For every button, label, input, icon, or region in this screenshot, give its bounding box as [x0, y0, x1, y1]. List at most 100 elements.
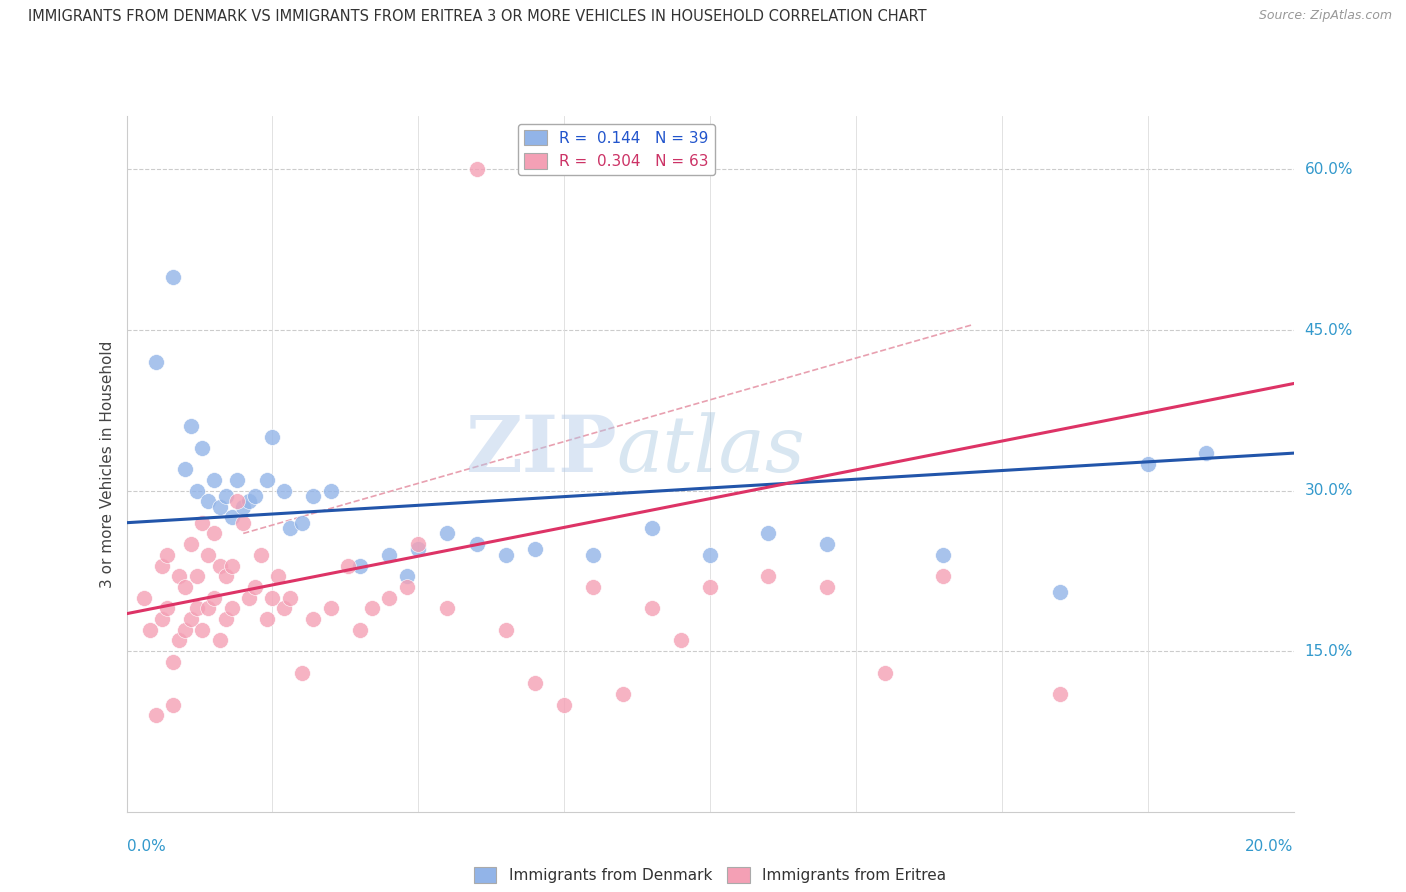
Point: [180, 419, 202, 434]
Point: [191, 623, 214, 637]
Point: [208, 558, 231, 573]
Point: [249, 548, 271, 562]
Point: [132, 591, 155, 605]
Point: [669, 633, 692, 648]
Point: [139, 623, 162, 637]
Point: [232, 516, 254, 530]
Point: [640, 521, 664, 535]
Point: [174, 623, 197, 637]
Point: [221, 510, 243, 524]
Text: 0.0%: 0.0%: [127, 839, 166, 855]
Point: [243, 580, 266, 594]
Point: [465, 537, 488, 551]
Point: [150, 612, 173, 626]
Point: [191, 516, 214, 530]
Point: [395, 569, 418, 583]
Point: [215, 569, 238, 583]
Point: [226, 494, 249, 508]
Point: [256, 473, 278, 487]
Point: [932, 548, 955, 562]
Point: [553, 698, 575, 712]
Point: [167, 569, 190, 583]
Point: [215, 612, 238, 626]
Point: [202, 591, 225, 605]
Text: 45.0%: 45.0%: [1305, 323, 1353, 337]
Point: [875, 665, 897, 680]
Point: [319, 601, 342, 615]
Point: [582, 580, 605, 594]
Point: [524, 676, 547, 690]
Point: [180, 537, 202, 551]
Point: [290, 665, 312, 680]
Point: [162, 655, 184, 669]
Point: [145, 708, 167, 723]
Point: [162, 269, 184, 284]
Point: [262, 430, 284, 444]
Point: [221, 558, 243, 573]
Point: [524, 542, 547, 557]
Point: [243, 489, 266, 503]
Point: [349, 623, 371, 637]
Text: 30.0%: 30.0%: [1305, 483, 1353, 498]
Point: [932, 569, 955, 583]
Point: [1049, 687, 1071, 701]
Point: [156, 548, 179, 562]
Point: [699, 548, 721, 562]
Point: [262, 591, 284, 605]
Point: [202, 526, 225, 541]
Point: [1049, 585, 1071, 599]
Legend: Immigrants from Denmark, Immigrants from Eritrea: Immigrants from Denmark, Immigrants from…: [467, 861, 953, 889]
Point: [640, 601, 664, 615]
Point: [273, 483, 295, 498]
Point: [378, 591, 401, 605]
Point: [221, 601, 243, 615]
Point: [156, 601, 179, 615]
Point: [197, 548, 219, 562]
Point: [1136, 457, 1159, 471]
Point: [208, 500, 231, 514]
Point: [145, 355, 167, 369]
Point: [815, 580, 838, 594]
Point: [167, 633, 190, 648]
Point: [238, 591, 260, 605]
Point: [360, 601, 382, 615]
Point: [436, 526, 458, 541]
Point: [273, 601, 295, 615]
Point: [756, 526, 779, 541]
Point: [256, 612, 278, 626]
Point: [186, 569, 208, 583]
Y-axis label: 3 or more Vehicles in Household: 3 or more Vehicles in Household: [100, 340, 115, 588]
Point: [226, 473, 249, 487]
Point: [1195, 446, 1218, 460]
Point: [191, 441, 214, 455]
Point: [197, 494, 219, 508]
Point: [174, 580, 197, 594]
Point: [202, 473, 225, 487]
Point: [238, 494, 260, 508]
Point: [186, 483, 208, 498]
Point: [162, 698, 184, 712]
Point: [174, 462, 197, 476]
Text: 60.0%: 60.0%: [1305, 162, 1353, 177]
Point: [756, 569, 779, 583]
Text: Source: ZipAtlas.com: Source: ZipAtlas.com: [1258, 9, 1392, 22]
Point: [337, 558, 360, 573]
Point: [278, 521, 301, 535]
Point: [302, 612, 325, 626]
Point: [408, 542, 430, 557]
Point: [699, 580, 721, 594]
Point: [349, 558, 371, 573]
Point: [495, 548, 517, 562]
Point: [278, 591, 301, 605]
Point: [232, 500, 254, 514]
Text: 15.0%: 15.0%: [1305, 644, 1353, 658]
Point: [150, 558, 173, 573]
Point: [302, 489, 325, 503]
Point: [290, 516, 312, 530]
Point: [186, 601, 208, 615]
Point: [267, 569, 290, 583]
Point: [612, 687, 634, 701]
Point: [180, 612, 202, 626]
Text: IMMIGRANTS FROM DENMARK VS IMMIGRANTS FROM ERITREA 3 OR MORE VEHICLES IN HOUSEHO: IMMIGRANTS FROM DENMARK VS IMMIGRANTS FR…: [28, 9, 927, 24]
Text: ZIP: ZIP: [465, 412, 617, 488]
